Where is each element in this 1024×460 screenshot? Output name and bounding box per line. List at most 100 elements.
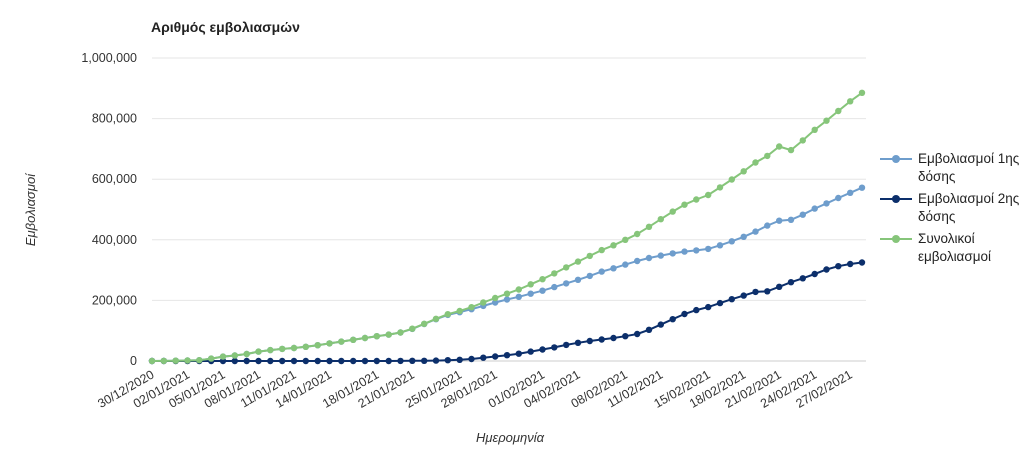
data-point[interactable] [858, 184, 866, 191]
data-point[interactable] [586, 252, 593, 260]
data-point[interactable] [764, 222, 771, 229]
data-point[interactable] [752, 159, 759, 166]
data-point[interactable] [243, 350, 250, 358]
data-point[interactable] [645, 326, 653, 333]
data-point[interactable] [503, 290, 511, 297]
data-point[interactable] [385, 331, 392, 338]
data-point[interactable] [148, 357, 156, 365]
data-point[interactable] [421, 357, 428, 364]
data-point[interactable] [361, 357, 369, 365]
data-point[interactable] [231, 357, 238, 365]
data-point[interactable] [409, 357, 416, 364]
data-point[interactable] [373, 333, 380, 340]
data-point[interactable] [645, 254, 653, 262]
data-point[interactable] [669, 250, 676, 257]
data-point[interactable] [515, 293, 522, 300]
data-point[interactable] [705, 245, 712, 253]
data-point[interactable] [361, 334, 369, 342]
data-point[interactable] [693, 196, 700, 203]
data-point[interactable] [527, 281, 534, 288]
data-point[interactable] [243, 357, 250, 365]
data-point[interactable] [255, 357, 262, 365]
data-point[interactable] [314, 357, 321, 365]
data-point[interactable] [610, 242, 617, 249]
data-point[interactable] [503, 296, 511, 303]
data-point[interactable] [776, 143, 783, 150]
data-point[interactable] [574, 258, 582, 265]
data-point[interactable] [634, 330, 641, 338]
data-point[interactable] [515, 286, 522, 293]
data-point[interactable] [693, 247, 700, 254]
data-point[interactable] [799, 211, 806, 218]
data-point[interactable] [835, 107, 842, 115]
data-point[interactable] [728, 238, 735, 245]
data-point[interactable] [385, 357, 392, 365]
data-point[interactable] [397, 357, 404, 365]
data-point[interactable] [622, 261, 629, 268]
data-point[interactable] [657, 252, 664, 259]
data-point[interactable] [728, 296, 735, 303]
data-point[interactable] [610, 334, 617, 342]
data-point[interactable] [740, 233, 747, 240]
data-point[interactable] [527, 348, 534, 355]
data-point[interactable] [799, 137, 806, 144]
data-point[interactable] [231, 352, 238, 359]
data-point[interactable] [196, 357, 203, 364]
data-point[interactable] [681, 201, 688, 208]
data-point[interactable] [634, 230, 641, 238]
data-point[interactable] [776, 217, 783, 224]
data-point[interactable] [492, 353, 499, 360]
data-point[interactable] [539, 346, 546, 353]
data-point[interactable] [858, 259, 866, 266]
data-point[interactable] [586, 272, 593, 280]
data-point[interactable] [456, 356, 463, 363]
data-point[interactable] [515, 350, 522, 357]
data-point[interactable] [539, 287, 546, 294]
data-point[interactable] [551, 344, 558, 351]
data-point[interactable] [279, 357, 286, 365]
data-point[interactable] [267, 357, 274, 365]
data-point[interactable] [208, 355, 215, 362]
data-point[interactable] [610, 265, 617, 272]
data-point[interactable] [314, 342, 321, 349]
data-point[interactable] [586, 337, 593, 345]
data-point[interactable] [563, 341, 570, 349]
data-point[interactable] [551, 283, 558, 291]
data-point[interactable] [184, 357, 191, 364]
data-point[interactable] [373, 357, 380, 365]
data-point[interactable] [669, 316, 676, 323]
data-point[interactable] [539, 276, 546, 283]
data-point[interactable] [468, 304, 475, 311]
data-point[interactable] [634, 257, 641, 265]
data-point[interactable] [764, 152, 771, 160]
data-point[interactable] [574, 339, 582, 346]
data-point[interactable] [255, 348, 262, 355]
data-point[interactable] [740, 292, 747, 299]
legend-item-second-dose[interactable]: Εμβολιασμοί 2ης δόσης [880, 190, 1020, 226]
data-point[interactable] [847, 189, 854, 196]
data-point[interactable] [728, 176, 735, 183]
data-point[interactable] [811, 126, 818, 133]
data-point[interactable] [752, 288, 759, 296]
data-point[interactable] [835, 194, 842, 202]
data-point[interactable] [326, 357, 333, 365]
data-point[interactable] [787, 279, 795, 286]
data-point[interactable] [787, 216, 795, 223]
data-point[interactable] [716, 242, 724, 249]
data-point[interactable] [219, 357, 227, 365]
data-point[interactable] [492, 299, 499, 306]
data-point[interactable] [787, 146, 795, 154]
data-point[interactable] [563, 264, 570, 271]
data-point[interactable] [681, 248, 688, 255]
data-point[interactable] [847, 98, 854, 105]
data-point[interactable] [302, 357, 309, 365]
data-point[interactable] [350, 336, 357, 343]
data-point[interactable] [480, 354, 487, 361]
data-point[interactable] [811, 270, 818, 278]
data-point[interactable] [551, 270, 558, 277]
data-point[interactable] [503, 352, 511, 359]
data-point[interactable] [444, 311, 451, 318]
data-point[interactable] [290, 357, 298, 365]
data-point[interactable] [705, 303, 712, 311]
data-point[interactable] [622, 236, 629, 243]
